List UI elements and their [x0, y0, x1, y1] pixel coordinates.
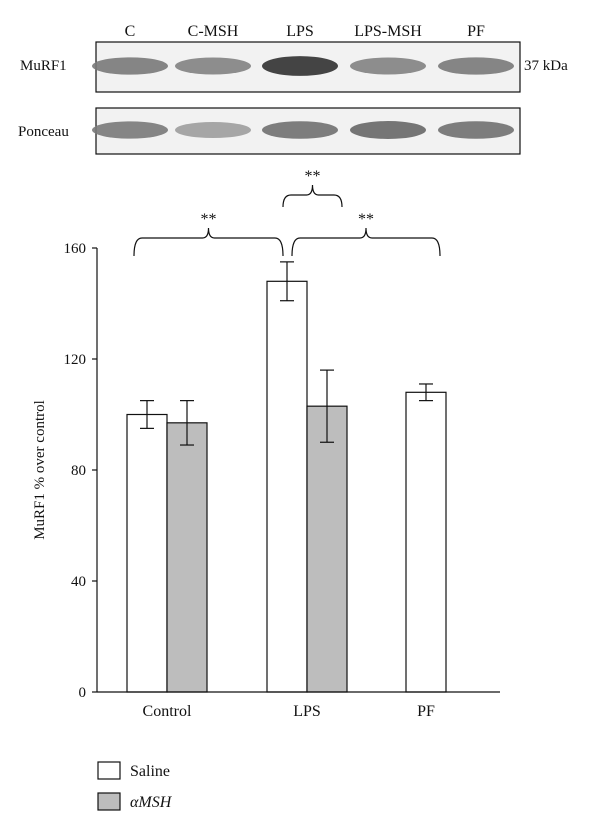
- x-tick-label-lps: LPS: [293, 703, 321, 720]
- sig-lps-saline-vs-amsh-bracket: [282, 184, 343, 208]
- ponceau-band-5: [438, 121, 514, 139]
- bar-control-amsh: [166, 422, 208, 693]
- error-bars: [140, 261, 433, 446]
- size-marker: 37 kDa: [524, 58, 568, 74]
- legend-swatch-amsh: [97, 792, 121, 811]
- sig-lps-vs-pf-label: **: [358, 211, 374, 228]
- ponceau-band-3: [262, 121, 338, 139]
- sig-control-vs-lps-label: **: [201, 211, 217, 228]
- lane-label-c-msh: C-MSH: [188, 23, 239, 40]
- y-tick-label: 80: [71, 463, 86, 479]
- blot-row-label-murf1: MuRF1: [20, 58, 67, 74]
- murf1-bands: [92, 56, 514, 76]
- significance-brackets: ** ** **: [133, 168, 441, 257]
- murf1-band-5: [438, 57, 514, 75]
- blot-row-label-ponceau: Ponceau: [18, 124, 69, 140]
- legend-label-saline: Saline: [130, 763, 170, 780]
- y-ticks: 0 40 80 120 160: [64, 241, 97, 701]
- blot-lane-labels: C C-MSH LPS LPS-MSH PF: [125, 23, 485, 40]
- ponceau-bands: [92, 121, 514, 139]
- y-tick-label: 0: [79, 685, 87, 701]
- lane-label-lps-msh: LPS-MSH: [354, 23, 422, 40]
- y-tick-label: 160: [64, 241, 87, 257]
- lane-label-c: C: [125, 23, 136, 40]
- sig-lps-vs-pf-bracket: [291, 227, 441, 257]
- x-tick-labels: Control LPS PF: [143, 703, 435, 720]
- murf1-band-1: [92, 57, 168, 75]
- bar-pf-saline: [405, 391, 447, 693]
- legend-swatch-saline: [97, 761, 121, 780]
- x-tick-label-pf: PF: [417, 703, 435, 720]
- murf1-band-3: [262, 56, 338, 76]
- bar-chart: 0 40 80 120 160 Control LPS PF MuRF1 % over co…: [32, 168, 500, 720]
- ponceau-band-2: [175, 121, 251, 139]
- bar-lps-saline: [266, 280, 308, 693]
- lane-label-lps: LPS: [286, 23, 314, 40]
- murf1-band-4: [350, 57, 426, 75]
- y-tick-label: 40: [71, 574, 86, 590]
- sig-control-vs-lps-bracket: [133, 227, 284, 257]
- y-axis-label: MuRF1 % over control: [32, 400, 48, 540]
- bar-lps-amsh: [306, 405, 348, 693]
- ponceau-blot: [92, 107, 521, 155]
- ponceau-band-1: [92, 121, 168, 139]
- bars: [126, 280, 447, 693]
- murf1-band-2: [175, 57, 251, 75]
- y-tick-label: 120: [64, 352, 87, 368]
- murf1-blot: [92, 41, 521, 93]
- lane-label-pf: PF: [467, 23, 485, 40]
- ponceau-band-4: [350, 121, 426, 139]
- bar-control-saline: [126, 413, 168, 693]
- legend-label-amsh: αMSH: [130, 794, 173, 811]
- sig-lps-saline-vs-amsh-label: **: [305, 168, 321, 185]
- legend: Saline αMSH: [97, 761, 173, 811]
- x-tick-label-control: Control: [143, 703, 192, 720]
